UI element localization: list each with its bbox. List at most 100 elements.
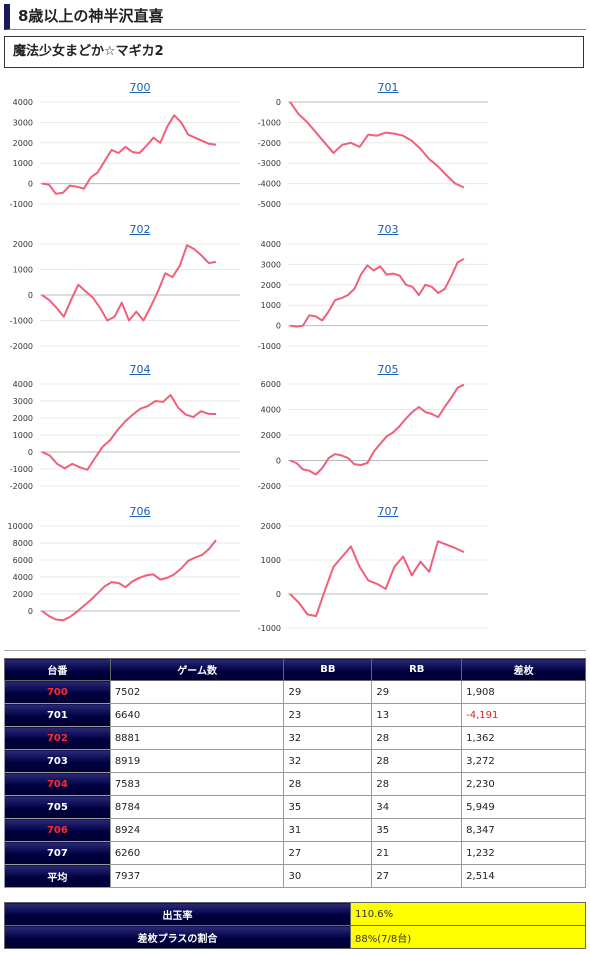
chart-title-705-link[interactable]: 705 [377,363,399,376]
rb-cell: 27 [371,864,463,888]
y-tick-label: 0 [276,590,281,599]
y-tick-label: 2000 [13,590,33,599]
bb-cell: 35 [283,795,373,819]
bb-cell: 28 [283,772,373,796]
y-tick-label: 0 [28,180,33,189]
bb-cell: 31 [283,818,373,842]
y-tick-label: 3000 [13,397,33,406]
col-header-machine-no: 台番 [4,658,111,681]
bb-cell: 30 [283,864,373,888]
machine-data-table: 台番 ゲーム数 BB RB 差枚 700 7502 29 29 1,908 70… [4,658,586,888]
rb-cell: 28 [371,772,463,796]
diff-cell: 2,514 [461,864,586,888]
series-line [289,540,465,618]
diff-cell: 2,230 [461,772,586,796]
rb-cell: 29 [371,680,463,704]
chart-title-701-link[interactable]: 701 [377,81,399,94]
series-line [289,258,465,328]
bb-cell: 23 [283,703,373,727]
col-header-games: ゲーム数 [109,658,285,681]
y-tick-label: -1000 [258,624,281,633]
rb-cell: 35 [371,818,463,842]
y-tick-label: 8000 [13,539,33,548]
rb-cell: 28 [371,726,463,750]
chart-title-700-link[interactable]: 700 [129,81,151,94]
machine-id: 707 [4,841,111,865]
y-tick-label: -1000 [10,317,33,326]
chart-title-707-link[interactable]: 707 [377,505,399,518]
section-divider [4,650,586,651]
machine-id: 705 [4,795,111,819]
y-tick-label: -5000 [258,200,281,209]
series-line [41,244,217,322]
machine-id: 706 [4,818,111,842]
games-cell: 8784 [109,795,285,819]
machine-id: 702 [4,726,111,750]
rb-cell: 28 [371,749,463,773]
average-label: 平均 [4,864,111,888]
payout-rate-row: 出玉率 110.6% [4,902,586,926]
chart-title-704-link[interactable]: 704 [129,363,151,376]
y-tick-label: 2000 [261,522,281,531]
games-cell: 7583 [109,772,285,796]
machine-id: 701 [4,703,111,727]
games-cell: 7937 [109,864,285,888]
diff-cell: 5,949 [461,795,586,819]
y-tick-label: -1000 [258,118,281,127]
games-cell: 6640 [109,703,285,727]
diff-cell: 8,347 [461,818,586,842]
y-tick-label: 4000 [261,406,281,415]
y-tick-label: -2000 [258,139,281,148]
chart-703: 703 4000 3000 2000 1000 0 -1000 [248,222,508,362]
table-row: 702 8881 32 28 1,362 [4,726,586,750]
y-tick-label: 2000 [13,414,33,423]
y-tick-label: 6000 [13,556,33,565]
chart-702-plot: 2000 1000 0 -1000 -2000 [10,240,240,351]
bb-cell: 32 [283,749,373,773]
payout-rate-value: 110.6% [350,902,586,926]
y-tick-label: 4000 [13,98,33,107]
chart-705: 705 6000 4000 2000 0 -2000 [248,362,508,502]
y-tick-label: 3000 [13,118,33,127]
diff-cell: -4,191 [461,703,586,727]
table-header-row: 台番 ゲーム数 BB RB 差枚 [4,658,586,681]
table-row: 705 8784 35 34 5,949 [4,795,586,819]
machine-name: 魔法少女まどか☆マギカ2 [4,36,584,68]
bb-cell: 32 [283,726,373,750]
chart-701: 701 0 -1000 -2000 -3000 -4000 -5000 [248,80,508,220]
chart-700: 700 4000 3000 2000 1000 0 -1000 [0,80,260,220]
chart-702: 702 2000 1000 0 -1000 -2000 [0,222,260,362]
rb-cell: 13 [371,703,463,727]
y-tick-label: 1000 [13,159,33,168]
chart-title-703-link[interactable]: 703 [377,223,399,236]
table-row: 706 8924 31 35 8,347 [4,818,586,842]
y-tick-label: 1000 [13,266,33,275]
chart-701-plot: 0 -1000 -2000 -3000 -4000 -5000 [258,98,488,209]
y-tick-label: 1000 [261,556,281,565]
rb-cell: 34 [371,795,463,819]
rb-cell: 21 [371,841,463,865]
y-tick-label: -2000 [10,482,33,491]
y-tick-label: 6000 [261,380,281,389]
table-row: 701 6640 23 13 -4,191 [4,703,586,727]
y-tick-label: 4000 [13,573,33,582]
y-tick-label: -2000 [10,342,33,351]
chart-706: 706 10000 8000 6000 4000 2000 0 [0,504,260,644]
chart-title-702-link[interactable]: 702 [129,223,151,236]
col-header-bb: BB [283,658,373,681]
plus-ratio-row: 差枚プラスの割合 88%(7/8台) [4,925,586,949]
y-tick-label: 4000 [13,380,33,389]
chart-704: 704 4000 3000 2000 1000 0 -1000 -2000 [0,362,260,502]
average-row: 平均 7937 30 27 2,514 [4,864,586,888]
games-cell: 7502 [109,680,285,704]
chart-704-plot: 4000 3000 2000 1000 0 -1000 -2000 [10,380,240,491]
page-title: 8歳以上の神半沢直喜 [4,4,586,30]
machine-id: 700 [4,680,111,704]
chart-707-plot: 2000 1000 0 -1000 [258,522,488,633]
series-line [41,539,217,622]
diff-cell: 1,232 [461,841,586,865]
series-line [289,101,465,189]
bb-cell: 29 [283,680,373,704]
chart-title-706-link[interactable]: 706 [129,505,151,518]
y-tick-label: -4000 [258,180,281,189]
